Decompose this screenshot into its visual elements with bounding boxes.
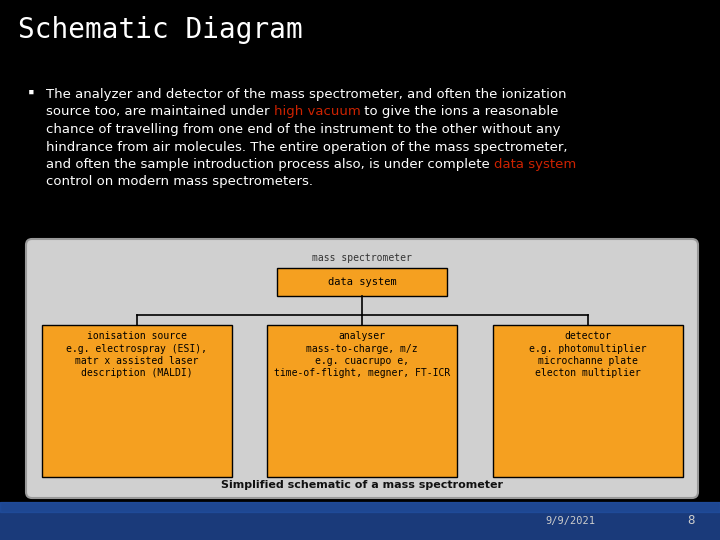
Text: to give the ions a reasonable: to give the ions a reasonable [361,105,559,118]
Text: mass spectrometer: mass spectrometer [312,253,412,263]
Text: data system: data system [328,277,397,287]
Text: description (MALDI): description (MALDI) [81,368,193,379]
Text: e.g. electrospray (ESI),: e.g. electrospray (ESI), [66,343,207,354]
Text: ▪: ▪ [28,87,35,97]
Text: matr x assisted laser: matr x assisted laser [76,356,199,366]
Text: source too, are maintained under: source too, are maintained under [46,105,274,118]
Text: 8: 8 [688,515,695,528]
Text: hindrance from air molecules. The entire operation of the mass spectrometer,: hindrance from air molecules. The entire… [46,140,567,153]
Text: Schematic Diagram: Schematic Diagram [18,16,302,44]
Text: e.g. cuacrupo e,: e.g. cuacrupo e, [315,356,409,366]
Text: microchanne plate: microchanne plate [538,356,638,366]
Text: high vacuum: high vacuum [274,105,361,118]
Text: electon multiplier: electon multiplier [535,368,641,379]
Text: and often the sample introduction process also, is under complete: and often the sample introduction proces… [46,158,494,171]
Text: chance of travelling from one end of the instrument to the other without any: chance of travelling from one end of the… [46,123,560,136]
Text: 9/9/2021: 9/9/2021 [545,516,595,526]
FancyBboxPatch shape [26,239,698,498]
Text: detector: detector [564,331,611,341]
Text: control on modern mass spectrometers.: control on modern mass spectrometers. [46,176,313,188]
Text: ionisation source: ionisation source [87,331,187,341]
FancyBboxPatch shape [267,325,457,477]
Text: mass-to-charge, m/z: mass-to-charge, m/z [306,343,418,354]
Text: time-of-flight, megner, FT-ICR: time-of-flight, megner, FT-ICR [274,368,450,379]
FancyBboxPatch shape [42,325,232,477]
FancyBboxPatch shape [277,268,447,296]
Text: The analyzer and detector of the mass spectrometer, and often the ionization: The analyzer and detector of the mass sp… [46,88,567,101]
Text: data system: data system [494,158,576,171]
FancyBboxPatch shape [493,325,683,477]
Bar [0,502,720,512]
Text: e.g. photomultiplier: e.g. photomultiplier [529,343,647,354]
Text: Simplified schematic of a mass spectrometer: Simplified schematic of a mass spectrome… [221,480,503,490]
Text: analyser: analyser [338,331,385,341]
FancyBboxPatch shape [0,502,720,540]
